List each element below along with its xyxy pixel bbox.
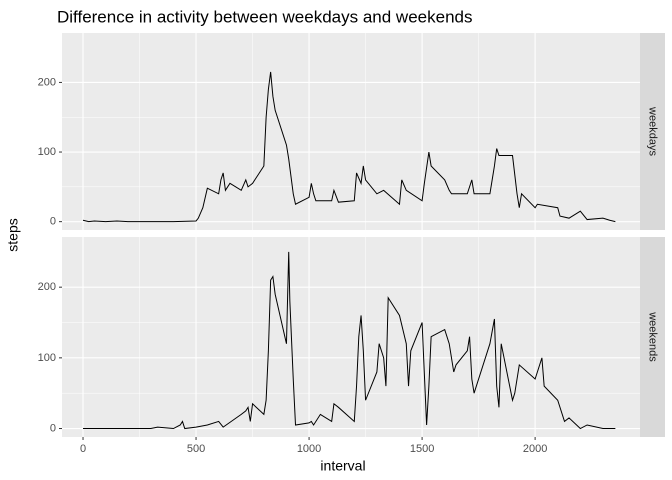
line: [83, 251, 616, 430]
x-axis-title: interval: [320, 458, 365, 474]
chart-title: Difference in activity between weekdays …: [57, 7, 472, 26]
strip-background: [640, 237, 665, 437]
y-tick-label: 0: [50, 422, 56, 434]
strip-label: weekdays: [647, 106, 659, 156]
y-tick-label: 200: [38, 76, 56, 88]
x-tick-label: 500: [187, 443, 205, 455]
y-tick-label: 100: [38, 146, 56, 158]
x-tick-label: 1000: [297, 443, 321, 455]
y-tick-label: 200: [38, 281, 56, 293]
panel-background: [62, 237, 640, 437]
line: [82, 71, 616, 223]
panel-background: [62, 33, 640, 230]
strip-background: [640, 33, 665, 230]
x-tick-label: 0: [80, 443, 86, 455]
x-tick-label: 1500: [410, 443, 434, 455]
y-tick-label: 100: [38, 352, 56, 364]
strip-label: weekends: [647, 311, 659, 362]
x-tick-label: 2000: [523, 443, 547, 455]
y-axis-title: steps: [5, 218, 21, 251]
y-tick-label: 0: [50, 216, 56, 228]
